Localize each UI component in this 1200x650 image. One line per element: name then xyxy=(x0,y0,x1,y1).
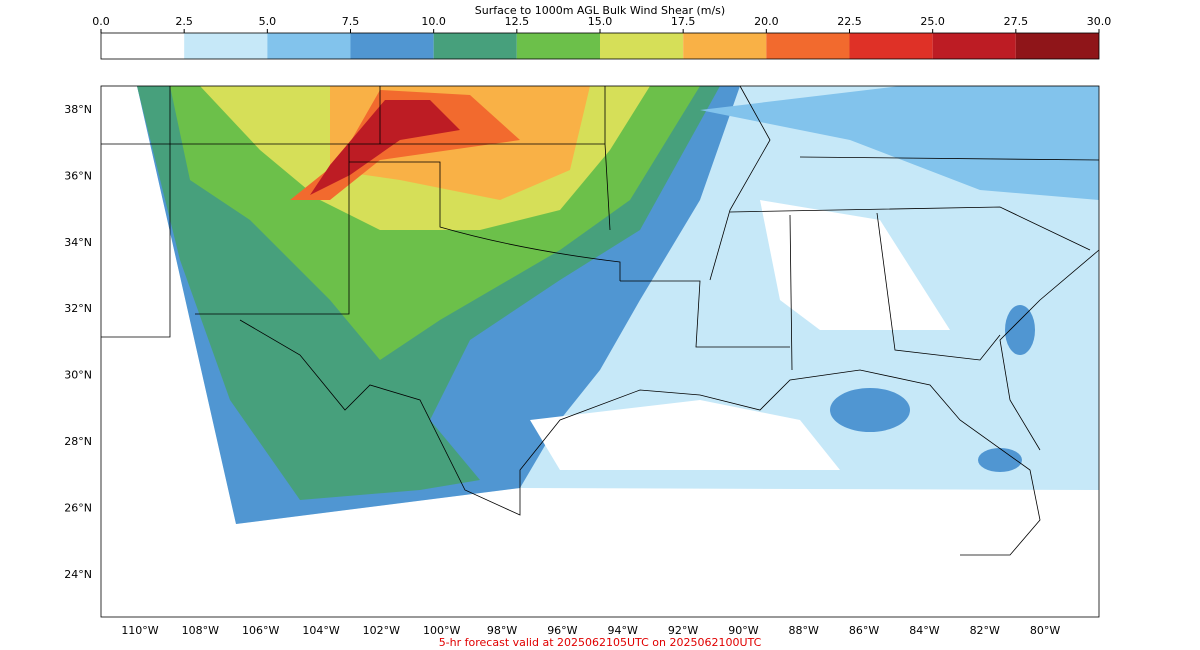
colorbar-tick-label: 27.5 xyxy=(1004,15,1029,28)
colorbar-tick-label: 7.5 xyxy=(342,15,360,28)
map-frame xyxy=(100,85,1100,618)
colorbar-segment xyxy=(600,33,684,59)
colorbar-segment xyxy=(849,33,933,59)
colorbar-segment xyxy=(350,33,434,59)
colorbar-tick-label: 17.5 xyxy=(671,15,696,28)
colorbar-segment xyxy=(932,33,1016,59)
colorbar-segment xyxy=(101,33,185,59)
lat-label: 30°N xyxy=(64,369,92,382)
colorbar-tick-label: 0.0 xyxy=(92,15,110,28)
lon-label: 88°W xyxy=(789,624,819,637)
colorbar-tick-label: 25.0 xyxy=(920,15,945,28)
lon-label: 84°W xyxy=(909,624,939,637)
colorbar-tick-label: 5.0 xyxy=(259,15,277,28)
colorbar-tick-label: 30.0 xyxy=(1087,15,1112,28)
boundaries xyxy=(101,85,1100,556)
lon-label: 92°W xyxy=(668,624,698,637)
colorbar-segment xyxy=(267,33,351,59)
lon-label: 100°W xyxy=(423,624,460,637)
lon-label: 102°W xyxy=(363,624,400,637)
colorbar-title: Surface to 1000m AGL Bulk Wind Shear (m/… xyxy=(475,4,725,17)
map-axes: 110°W 108°W 106°W 104°W 102°W 100°W 98°W 96°W 94… xyxy=(64,103,1060,637)
colorbar-segment xyxy=(766,33,850,59)
lon-label: 98°W xyxy=(487,624,517,637)
lat-label: 34°N xyxy=(64,236,92,249)
lon-label: 80°W xyxy=(1030,624,1060,637)
shear-field xyxy=(700,86,1099,200)
lat-label: 28°N xyxy=(64,435,92,448)
lat-label: 32°N xyxy=(64,302,92,315)
lon-label: 94°W xyxy=(608,624,638,637)
lon-label: 86°W xyxy=(849,624,879,637)
map: 110°W 108°W 106°W 104°W 102°W 100°W 98°W 96°W 94… xyxy=(64,85,1100,637)
lon-label: 96°W xyxy=(547,624,577,637)
colorbar-segment xyxy=(683,33,767,59)
colorbar-tick-label: 12.5 xyxy=(505,15,530,28)
lon-label: 108°W xyxy=(182,624,219,637)
colorbar-tick-label: 10.0 xyxy=(421,15,446,28)
lon-label: 82°W xyxy=(970,624,1000,637)
colorbar-tick-label: 15.0 xyxy=(588,15,613,28)
shear-field xyxy=(530,400,840,470)
colorbar-tick-label: 22.5 xyxy=(837,15,862,28)
shear-field xyxy=(978,448,1022,472)
colorbar-segment xyxy=(1015,33,1099,59)
footer: 5-hr forecast valid at 2025062105UTC on … xyxy=(439,636,762,649)
colorbar-tick-label: 20.0 xyxy=(754,15,779,28)
colorbar-segment xyxy=(516,33,600,59)
colorbar: 0.0 2.5 5.0 7.5 10.0 12.5 15.0 17.5 20.0 22.5 25.0… xyxy=(92,15,1112,60)
lat-label: 36°N xyxy=(64,169,92,182)
lat-label: 24°N xyxy=(64,568,92,581)
shear-field xyxy=(830,388,910,432)
lon-label: 110°W xyxy=(121,624,158,637)
shear-field xyxy=(1005,305,1035,355)
lat-label: 38°N xyxy=(64,103,92,116)
colorbar-segment xyxy=(433,33,517,59)
lat-label: 26°N xyxy=(64,501,92,514)
colorbar-tick-label: 2.5 xyxy=(175,15,193,28)
shear-field xyxy=(760,200,950,330)
colorbar-segment xyxy=(184,33,268,59)
lon-label: 90°W xyxy=(728,624,758,637)
lon-label: 106°W xyxy=(242,624,279,637)
shear-field xyxy=(310,100,460,195)
lon-label: 104°W xyxy=(302,624,339,637)
